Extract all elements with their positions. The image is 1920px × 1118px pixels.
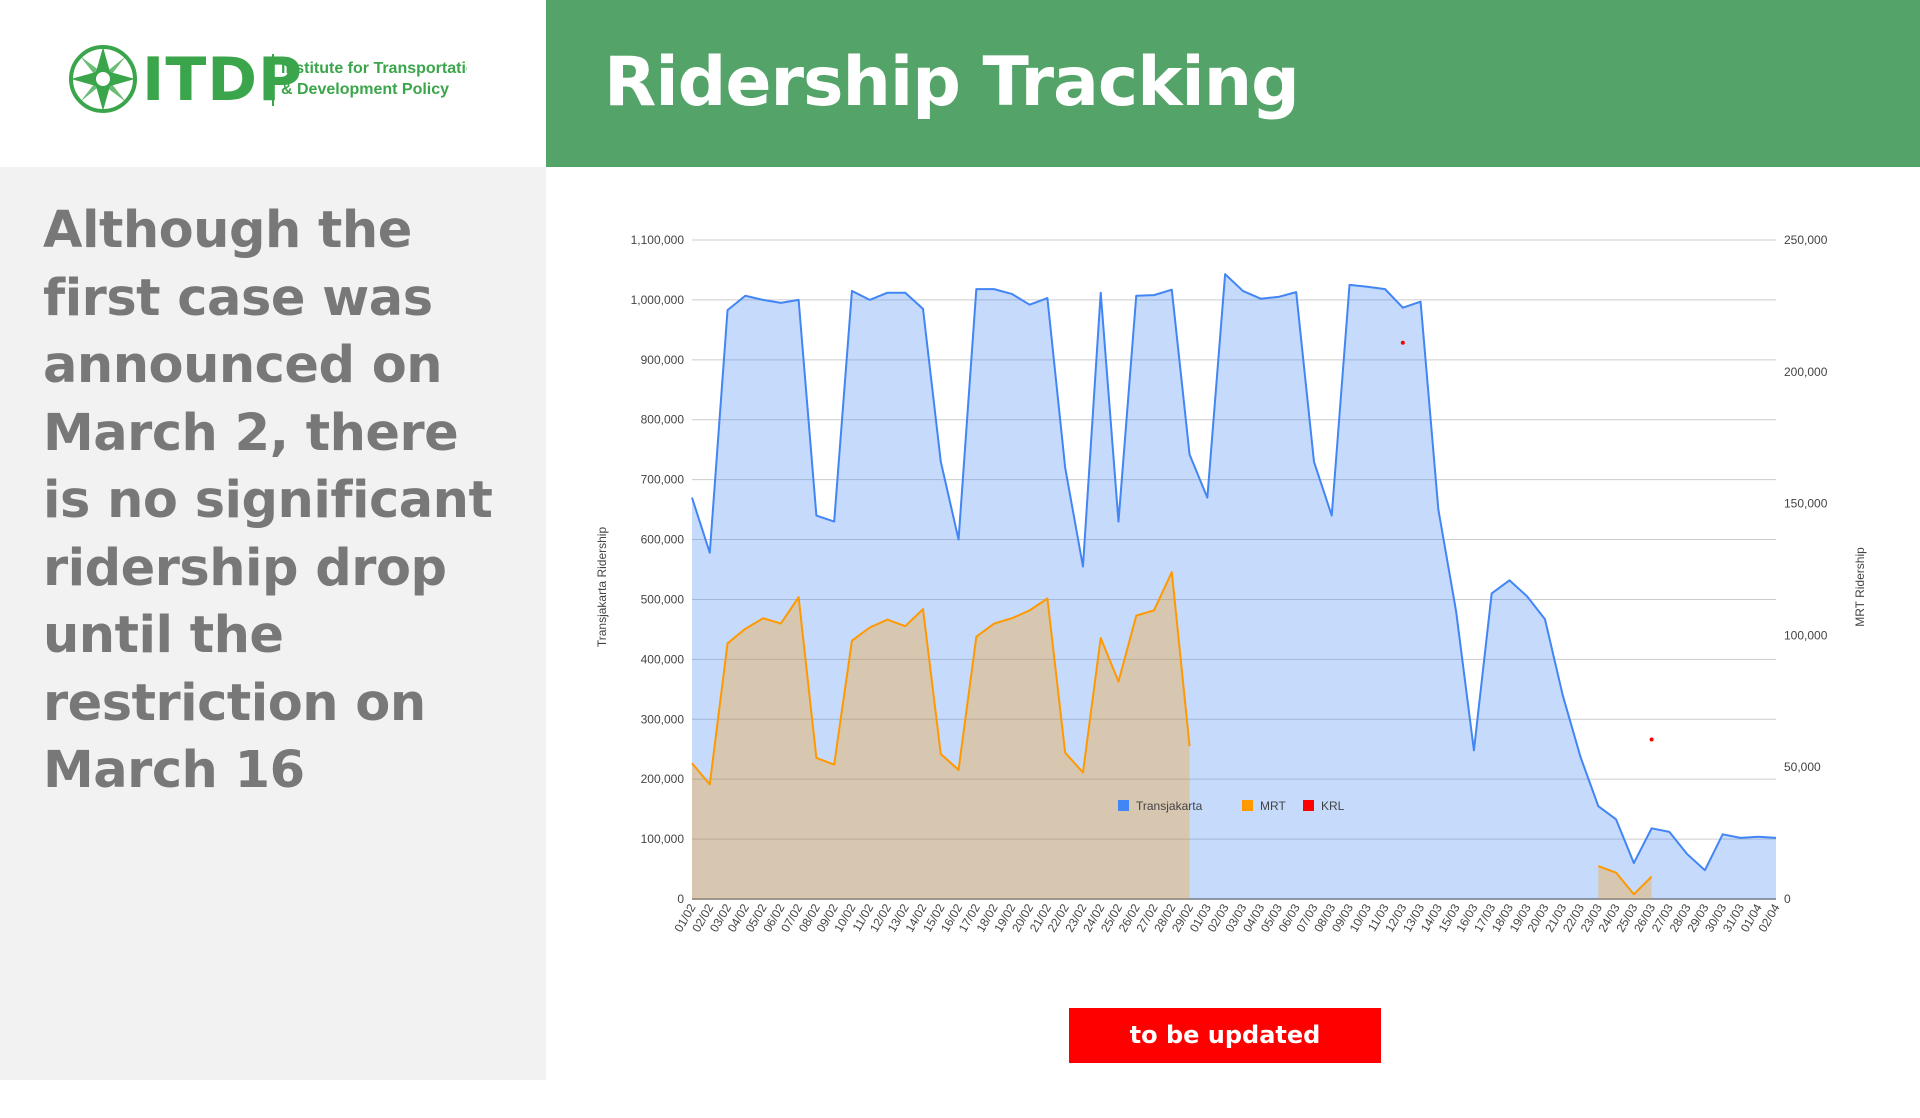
y-tick-label: 1,100,000 [631, 233, 685, 247]
left-axis-ticks: 0 100,000 200,000 300,000 400,000 500,000 600,… [631, 233, 685, 906]
logo-subtitle: Institute for Transportation & Developme… [281, 58, 467, 100]
y2-tick-label: 150,000 [1784, 497, 1828, 511]
legend-swatch-krl [1303, 800, 1314, 811]
chart-grid [692, 239, 1776, 900]
y-tick-label: 100,000 [641, 832, 685, 846]
krl-point [1649, 737, 1654, 742]
y2-tick-label: 250,000 [1784, 233, 1828, 247]
y2-tick-label: 50,000 [1784, 760, 1821, 774]
y2-tick-label: 200,000 [1784, 365, 1828, 379]
y-tick-label: 600,000 [641, 533, 685, 547]
y2-tick-label: 100,000 [1784, 628, 1828, 642]
mrt-line [1597, 865, 1653, 896]
logo-wordmark: ITDP [142, 45, 304, 115]
y-tick-label: 300,000 [641, 712, 685, 726]
ridership-chart: 0 100,000 200,000 300,000 400,000 500,000 600,… [595, 233, 1867, 935]
logo-subtitle-line1: Institute for Transportation [281, 60, 467, 77]
legend-swatch-transjakarta [1118, 800, 1129, 811]
legend-label-mrt: MRT [1260, 799, 1286, 813]
legend-swatch-mrt [1242, 800, 1253, 811]
page-title: Ridership Tracking [604, 43, 1300, 122]
title-bar: Ridership Tracking [546, 0, 1920, 167]
right-axis-label: MRT Ridership [1853, 547, 1867, 627]
mrt-line [691, 571, 1191, 786]
itdp-star-icon [69, 45, 137, 113]
transjakarta-line [691, 273, 1777, 872]
annotation-panel: Although the first case was announced on… [0, 167, 546, 1080]
y-tick-label: 500,000 [641, 592, 685, 606]
logo-panel: ITDP Institute for Transportation & Deve… [0, 0, 546, 167]
y-tick-label: 800,000 [641, 413, 685, 427]
chart-lines [691, 273, 1777, 896]
y-tick-label: 0 [677, 892, 684, 906]
left-axis-label: Transjakarta Ridership [595, 527, 609, 648]
y2-tick-label: 0 [1784, 892, 1791, 906]
y-tick-label: 700,000 [641, 473, 685, 487]
logo-subtitle-line2: & Development Policy [281, 81, 450, 98]
legend-label-transjakarta: Transjakarta [1136, 799, 1203, 813]
y-tick-label: 900,000 [641, 353, 685, 367]
mrt-area [692, 572, 1190, 899]
legend-label-krl: KRL [1321, 799, 1345, 813]
right-axis-ticks: 0 50,000 100,000 150,000 200,000 250,000 [1784, 233, 1828, 906]
chart-areas [692, 274, 1776, 899]
krl-point [1400, 340, 1405, 345]
logo-divider [272, 54, 274, 106]
update-badge: to be updated regularly [1069, 1008, 1381, 1104]
chart-area: 0 100,000 200,000 300,000 400,000 500,000 600,… [546, 167, 1920, 1080]
y-tick-label: 1,000,000 [631, 293, 685, 307]
y-tick-label: 400,000 [641, 652, 685, 666]
x-axis-ticks: 01/0202/0203/0204/0205/0206/0207/0208/02… [671, 901, 1782, 934]
chart-legend: Transjakarta MRT KRL [1118, 799, 1345, 813]
chart-points [1400, 340, 1654, 742]
y-tick-label: 200,000 [641, 772, 685, 786]
annotation-text: Although the first case was announced on… [43, 201, 493, 800]
